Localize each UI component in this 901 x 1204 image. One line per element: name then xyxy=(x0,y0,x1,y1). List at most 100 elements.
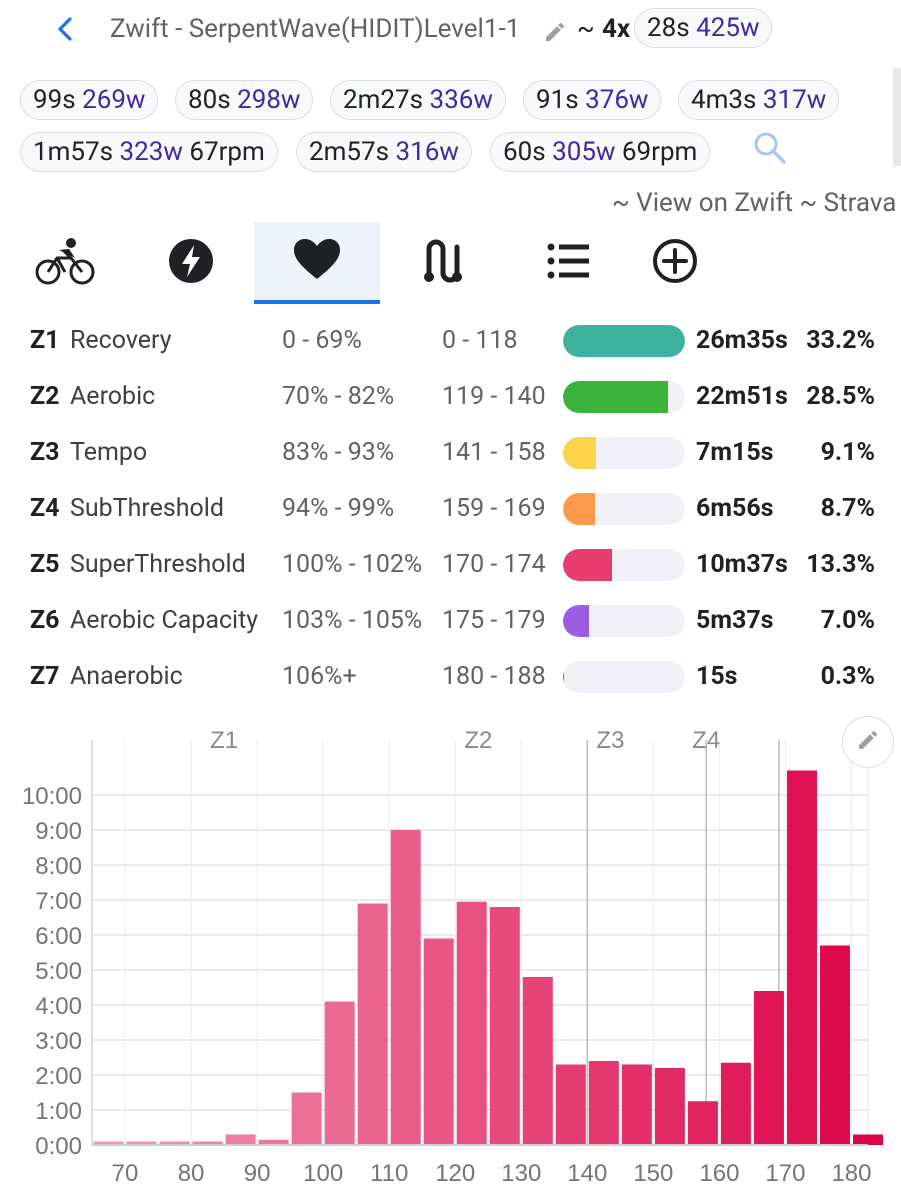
separator: ~ xyxy=(577,14,595,44)
zone-label: Z1 xyxy=(210,727,238,754)
y-tick-label: 5:00 xyxy=(35,958,82,985)
zone-bar xyxy=(563,549,685,581)
zone-row: Z5 SuperThreshold 100% - 102% 170 - 174 10m3… xyxy=(0,538,901,594)
x-tick-label: 80 xyxy=(178,1160,205,1187)
histogram-bar xyxy=(687,1101,718,1145)
chip-watts: 305w xyxy=(552,137,616,167)
interval-chip[interactable]: 4m3s 317w xyxy=(678,80,840,120)
zone-time: 6m56s xyxy=(696,494,774,523)
chip-watts: 323w xyxy=(119,137,183,167)
histogram-bar xyxy=(126,1141,157,1145)
x-tick-label: 180 xyxy=(831,1160,871,1187)
zone-row: Z3 Tempo 83% - 93% 141 - 158 7m15s 9.1% xyxy=(0,426,901,482)
search-icon[interactable] xyxy=(752,130,788,170)
x-tick-label: 70 xyxy=(112,1160,139,1187)
chip-time: 80s xyxy=(188,85,238,115)
zone-hr-range: 175 - 179 xyxy=(442,606,546,635)
zone-percent-range: 103% - 105% xyxy=(282,606,423,635)
zone-name: SubThreshold xyxy=(70,494,224,523)
y-tick-label: 4:00 xyxy=(35,993,82,1020)
interval-chip[interactable]: 2m27s 336w xyxy=(330,80,506,120)
interval-chip[interactable]: 1m57s 323w 67rpm xyxy=(20,132,278,172)
tab-route[interactable] xyxy=(380,222,506,304)
interval-chip[interactable]: 80s 298w xyxy=(175,80,314,120)
interval-chip[interactable]: 60s 305w 69rpm xyxy=(490,132,711,172)
best-interval-chip[interactable]: 28s 425w xyxy=(634,8,773,48)
chip-watts: 316w xyxy=(395,137,459,167)
zone-percent-range: 83% - 93% xyxy=(282,438,395,467)
histogram-bar xyxy=(786,770,817,1145)
zone-bar-fill xyxy=(563,661,565,693)
chip-time: 91s xyxy=(536,85,586,115)
chips-scrollbar[interactable] xyxy=(893,68,901,166)
y-tick-label: 7:00 xyxy=(35,888,82,915)
histogram-bar xyxy=(522,977,553,1145)
chip-cadence: 67rpm xyxy=(182,137,265,167)
heart-icon xyxy=(292,237,342,285)
histogram-svg: 0:00 1:00 2:00 3:00 4:00 5:00 6:00 7:00 8:00 9:00… xyxy=(22,727,884,1187)
y-tick-label: 10:00 xyxy=(22,783,82,810)
histogram-bar xyxy=(852,1134,884,1145)
zone-hr-range: 170 - 174 xyxy=(442,550,546,579)
zone-name: Anaerobic xyxy=(70,662,183,691)
y-tick-label: 9:00 xyxy=(35,818,82,845)
zone-bar-fill xyxy=(563,605,589,637)
y-tick-label: 3:00 xyxy=(35,1028,82,1055)
zone-bar-fill xyxy=(563,549,612,581)
tab-laps[interactable] xyxy=(506,222,632,304)
tab-power[interactable] xyxy=(128,222,254,304)
zone-percent-range: 106%+ xyxy=(282,662,357,691)
zone-code: Z6 xyxy=(30,606,60,635)
histogram-bar xyxy=(258,1139,289,1145)
tab-bar xyxy=(0,222,901,304)
zone-percent-range: 70% - 82% xyxy=(282,382,395,411)
x-tick-label: 100 xyxy=(303,1160,343,1187)
y-tick-label: 1:00 xyxy=(35,1098,82,1125)
zone-hr-range: 180 - 188 xyxy=(442,662,546,691)
zone-name: SuperThreshold xyxy=(70,550,246,579)
histogram-bar xyxy=(819,945,850,1145)
histogram-bar xyxy=(192,1141,223,1145)
x-tick-label: 160 xyxy=(699,1160,739,1187)
zone-bar xyxy=(563,605,685,637)
zone-row: Z1 Recovery 0 - 69% 0 - 118 26m35s 33.2% xyxy=(0,314,901,370)
zone-percent-range: 94% - 99% xyxy=(282,494,395,523)
zone-label: Z4 xyxy=(692,727,720,754)
tab-cycling[interactable] xyxy=(2,222,128,304)
tab-heart-rate[interactable] xyxy=(254,222,380,304)
zone-share: 8.7% xyxy=(820,494,875,523)
chip-watts: 425w xyxy=(696,13,760,43)
zone-row: Z2 Aerobic 70% - 82% 119 - 140 22m51s 28.5% xyxy=(0,370,901,426)
zone-percent-range: 100% - 102% xyxy=(282,550,423,579)
list-icon xyxy=(547,242,591,284)
zone-name: Recovery xyxy=(70,326,172,355)
x-tick-label: 170 xyxy=(765,1160,805,1187)
interval-chip[interactable]: 99s 269w xyxy=(20,80,159,120)
zone-bar-fill xyxy=(563,381,668,413)
zone-time: 7m15s xyxy=(696,438,774,467)
zone-share: 13.3% xyxy=(806,550,875,579)
histogram-bar xyxy=(489,907,520,1145)
x-tick-label: 110 xyxy=(370,1160,408,1187)
zone-name: Aerobic xyxy=(70,382,156,411)
back-arrow-icon[interactable] xyxy=(50,14,80,44)
external-links[interactable]: ~ View on Zwift ~ Strava xyxy=(612,188,897,218)
zone-bar xyxy=(563,325,685,357)
hr-histogram: 0:00 1:00 2:00 3:00 4:00 5:00 6:00 7:00 8:00 9:00… xyxy=(0,720,901,1200)
histogram-bar xyxy=(357,903,388,1145)
histogram-bar xyxy=(291,1092,322,1145)
edit-title-icon[interactable] xyxy=(543,20,567,48)
pencil-icon xyxy=(856,728,880,756)
chip-time: 60s xyxy=(503,137,553,167)
chip-time: 1m57s xyxy=(33,137,120,167)
zone-bar xyxy=(563,437,685,469)
interval-chip[interactable]: 2m57s 316w xyxy=(296,132,472,172)
zone-bar xyxy=(563,661,685,693)
zone-bar xyxy=(563,381,685,413)
activity-title: Zwift - SerpentWave(HIDIT)Level1-1 xyxy=(110,14,521,44)
tab-add[interactable] xyxy=(612,222,738,304)
edit-chart-button[interactable] xyxy=(842,716,894,768)
zone-share: 7.0% xyxy=(820,606,875,635)
chip-watts: 336w xyxy=(429,85,493,115)
interval-chip[interactable]: 91s 376w xyxy=(523,80,662,120)
